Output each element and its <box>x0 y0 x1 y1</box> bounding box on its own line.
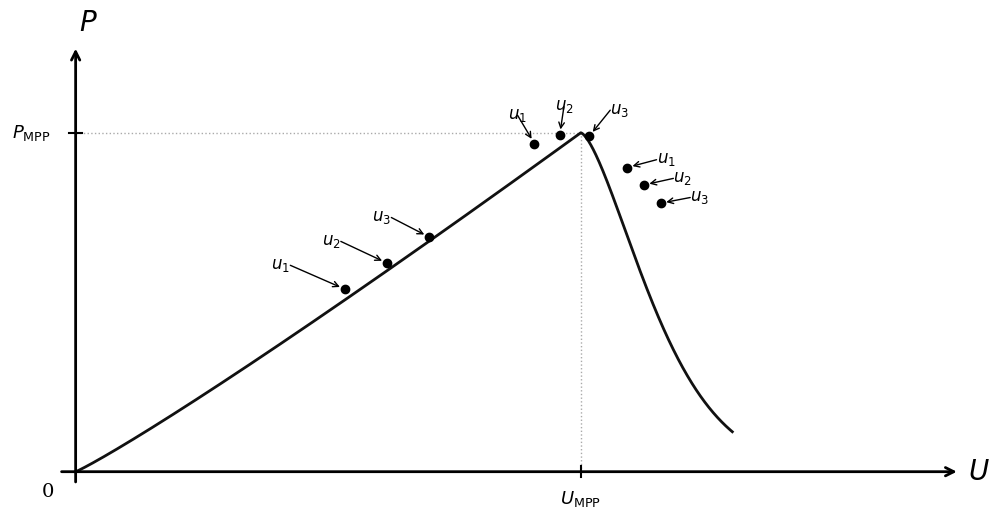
Text: $P$: $P$ <box>79 9 98 37</box>
Text: $u_3$: $u_3$ <box>610 102 629 119</box>
Text: 0: 0 <box>42 483 55 500</box>
Text: $U_{\mathrm{MPP}}$: $U_{\mathrm{MPP}}$ <box>560 489 601 509</box>
Text: $U$: $U$ <box>968 458 990 486</box>
Text: $u_1$: $u_1$ <box>508 107 527 124</box>
Text: $P_{\mathrm{MPP}}$: $P_{\mathrm{MPP}}$ <box>12 123 50 143</box>
Text: $u_3$: $u_3$ <box>690 189 709 206</box>
Text: $u_1$: $u_1$ <box>657 151 675 168</box>
Text: $u_2$: $u_2$ <box>322 233 341 250</box>
Text: $u_2$: $u_2$ <box>673 170 692 187</box>
Text: $u_3$: $u_3$ <box>372 209 391 226</box>
Text: $u_1$: $u_1$ <box>271 257 290 274</box>
Text: $u_2$: $u_2$ <box>555 98 573 115</box>
